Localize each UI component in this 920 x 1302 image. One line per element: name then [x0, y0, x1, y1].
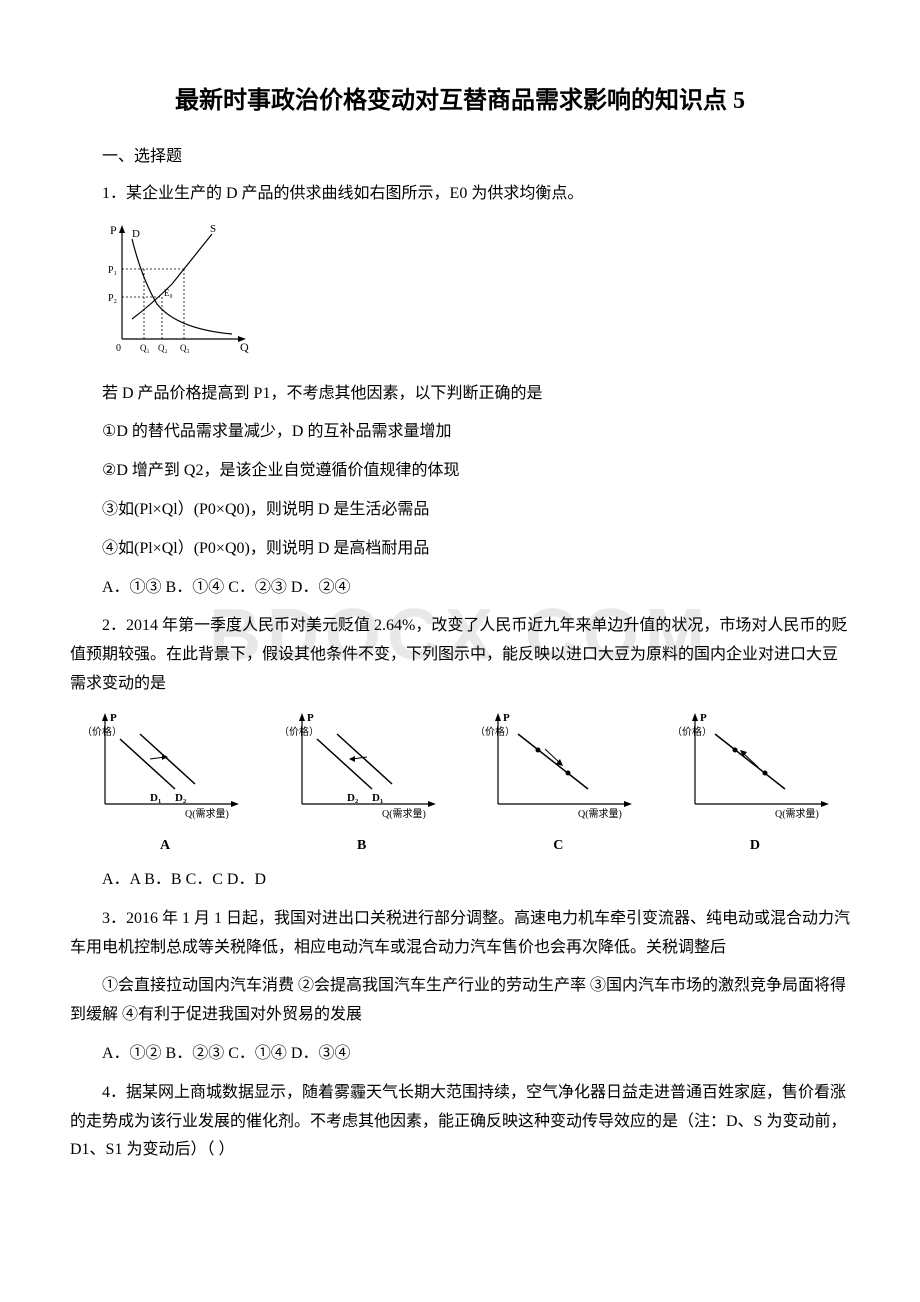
- section-heading: 一、选择题: [70, 143, 850, 172]
- q1-tick: Q₁: [140, 343, 150, 353]
- equilibrium-label: E₀: [164, 288, 173, 298]
- q3-options: ①会直接拉动国内汽车消费 ②会提高我国汽车生产行业的劳动生产率 ③国内汽车市场的…: [70, 972, 850, 1030]
- q4-stem: 4．据某网上商城数据显示，随着雾霾天气长期大范围持续，空气净化器日益走进普通百姓…: [70, 1079, 850, 1165]
- q1-opt3: ③如(Pl×Ql）(P0×Q0)，则说明 D 是生活必需品: [70, 496, 850, 525]
- p2-tick: P₂: [108, 293, 117, 304]
- svg-text:（价格）: （价格）: [279, 725, 319, 738]
- svg-text:Q(需求量): Q(需求量): [382, 808, 426, 820]
- q1-opt2: ②D 增产到 Q2，是该企业自觉遵循价值规律的体现: [70, 457, 850, 486]
- chart-b-label: B: [357, 833, 366, 858]
- svg-text:Q(需求量): Q(需求量): [775, 808, 819, 820]
- q2-charts-row: P （价格） D₁ D₂ Q(需求量) A P （价格） D₂ D₁ Q(需求量…: [70, 709, 850, 858]
- q1-opt1: ①D 的替代品需求量减少，D 的互补品需求量增加: [70, 418, 850, 447]
- svg-text:D₂: D₂: [175, 792, 187, 804]
- svg-text:Q(需求量): Q(需求量): [185, 808, 229, 820]
- svg-text:P: P: [700, 712, 707, 724]
- svg-text:D₂: D₂: [347, 792, 359, 804]
- svg-text:（价格）: （价格）: [475, 725, 515, 738]
- x-axis-label: Q: [240, 340, 249, 354]
- svg-text:P: P: [307, 712, 314, 724]
- page-title: 最新时事政治价格变动对互替商品需求影响的知识点 5: [70, 80, 850, 123]
- svg-text:（价格）: （价格）: [672, 725, 712, 738]
- curve-s-label: S: [210, 223, 216, 235]
- q3-tick: Q₃: [180, 343, 190, 353]
- svg-text:Q(需求量): Q(需求量): [578, 808, 622, 820]
- curve-d-label: D: [132, 228, 140, 240]
- q2-chart-b: P （价格） D₂ D₁ Q(需求量) B: [277, 709, 447, 858]
- q2-chart-a: P （价格） D₁ D₂ Q(需求量) A: [80, 709, 250, 858]
- q1-stem: 1．某企业生产的 D 产品的供求曲线如右图所示，E0 为供求均衡点。: [70, 180, 850, 209]
- q1-opt4: ④如(Pl×Ql）(P0×Q0)，则说明 D 是高档耐用品: [70, 535, 850, 564]
- q2-stem: 2．2014 年第一季度人民币对美元贬值 2.64%，改变了人民币近九年来单边升…: [70, 612, 850, 698]
- q1-choices: A．①③ B．①④ C．②③ D．②④: [70, 574, 850, 603]
- p1-tick: P₁: [108, 265, 117, 276]
- origin-label: 0: [116, 343, 121, 354]
- svg-text:D₁: D₁: [150, 792, 161, 804]
- q1-supply-demand-chart: P Q D S P₁ P₂ E₀ Q₁ Q₂ Q₃ 0: [102, 219, 850, 370]
- q3-stem: 3．2016 年 1 月 1 日起，我国对进出口关税进行部分调整。高速电力机车牵…: [70, 905, 850, 963]
- chart-c-label: C: [553, 833, 563, 858]
- svg-text:（价格）: （价格）: [82, 725, 122, 738]
- chart-d-label: D: [750, 833, 760, 858]
- q2-chart-d: P （价格） Q(需求量) D: [670, 709, 840, 858]
- svg-text:D₁: D₁: [372, 792, 383, 804]
- q2-chart-c: P （价格） Q(需求量) C: [473, 709, 643, 858]
- q1-after-chart: 若 D 产品价格提高到 P1，不考虑其他因素，以下判断正确的是: [70, 380, 850, 409]
- q3-choices: A．①② B．②③ C．①④ D．③④: [70, 1040, 850, 1069]
- q2-choices: A．A B．B C．C D．D: [70, 866, 850, 895]
- y-axis-label: P: [110, 223, 117, 237]
- svg-text:P: P: [110, 712, 117, 724]
- q2-tick: Q₂: [158, 343, 168, 353]
- chart-a-label: A: [160, 833, 170, 858]
- svg-text:P: P: [503, 712, 510, 724]
